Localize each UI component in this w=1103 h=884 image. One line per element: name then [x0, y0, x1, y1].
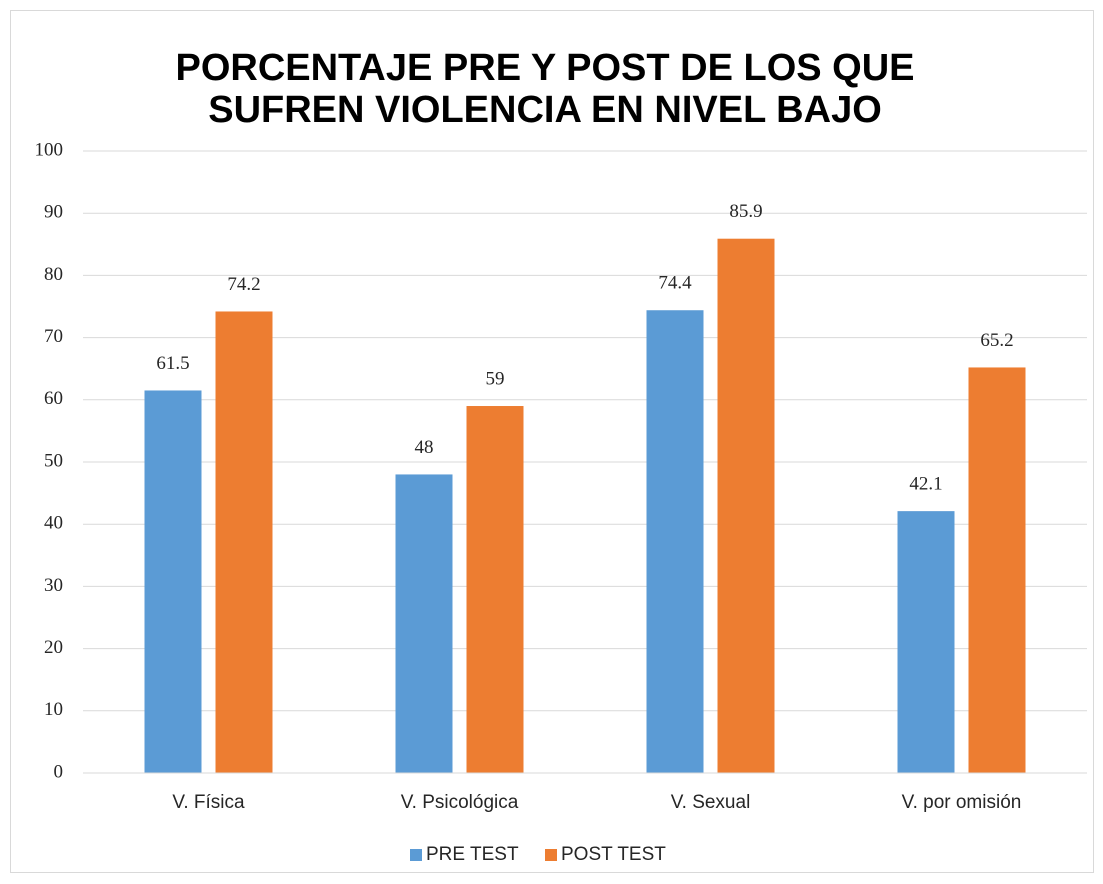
legend-label: PRE TEST	[426, 844, 519, 865]
data-label: 48	[415, 437, 434, 458]
y-tick-label: 20	[44, 637, 63, 658]
data-label: 74.4	[658, 273, 692, 294]
y-tick-label: 50	[44, 450, 63, 471]
y-tick-label: 10	[44, 699, 63, 720]
data-label: 65.2	[980, 330, 1013, 351]
y-tick-label: 0	[54, 761, 64, 782]
data-label: 59	[486, 368, 505, 389]
bar	[215, 311, 273, 773]
data-label: 61.5	[156, 353, 189, 374]
data-label: 85.9	[729, 201, 762, 222]
y-tick-label: 90	[44, 202, 63, 223]
chart-title: PORCENTAJE PRE Y POST DE LOS QUE	[175, 47, 914, 89]
bar	[466, 406, 524, 773]
legend-swatch	[545, 849, 557, 861]
y-tick-label: 40	[44, 513, 63, 534]
y-tick-label: 70	[44, 326, 63, 347]
y-tick-label: 100	[35, 139, 64, 160]
bar	[144, 390, 202, 773]
bar	[968, 367, 1026, 773]
data-label: 42.1	[909, 473, 942, 494]
x-tick-label: V. Física	[172, 792, 245, 813]
bar	[395, 474, 453, 773]
y-tick-label: 30	[44, 575, 63, 596]
y-tick-label: 80	[44, 264, 63, 285]
chart-title: SUFREN VIOLENCIA EN NIVEL BAJO	[208, 89, 882, 131]
y-tick-label: 60	[44, 388, 63, 409]
bar	[646, 310, 704, 773]
x-tick-label: V. Psicológica	[401, 792, 519, 813]
legend-label: POST TEST	[561, 844, 666, 865]
data-label: 74.2	[227, 274, 260, 295]
bar	[897, 511, 955, 773]
x-tick-label: V. por omisión	[902, 792, 1022, 813]
legend-swatch	[410, 849, 422, 861]
x-tick-label: V. Sexual	[671, 792, 751, 813]
bar	[717, 238, 775, 773]
